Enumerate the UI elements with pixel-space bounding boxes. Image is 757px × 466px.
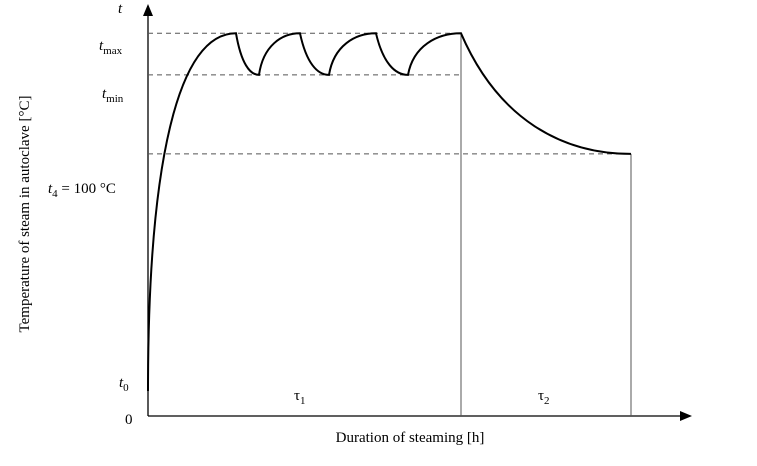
phase-label-tau1: τ1 [294,388,306,407]
phase-label-tau2: τ2 [538,388,550,407]
tmax-label: tmax [99,38,123,57]
temperature-curve [147,32,632,392]
t0-label: t0 [119,375,129,394]
origin-label: 0 [125,412,133,428]
y-axis-symbol: t [118,1,123,17]
tmin-label: tmin [102,86,124,105]
x-axis-title: Duration of steaming [h] [336,430,485,446]
t4-label: t4 = 100 °C [48,181,116,200]
y-axis-title: Temperature of steam in autoclave [°C] [17,96,33,333]
